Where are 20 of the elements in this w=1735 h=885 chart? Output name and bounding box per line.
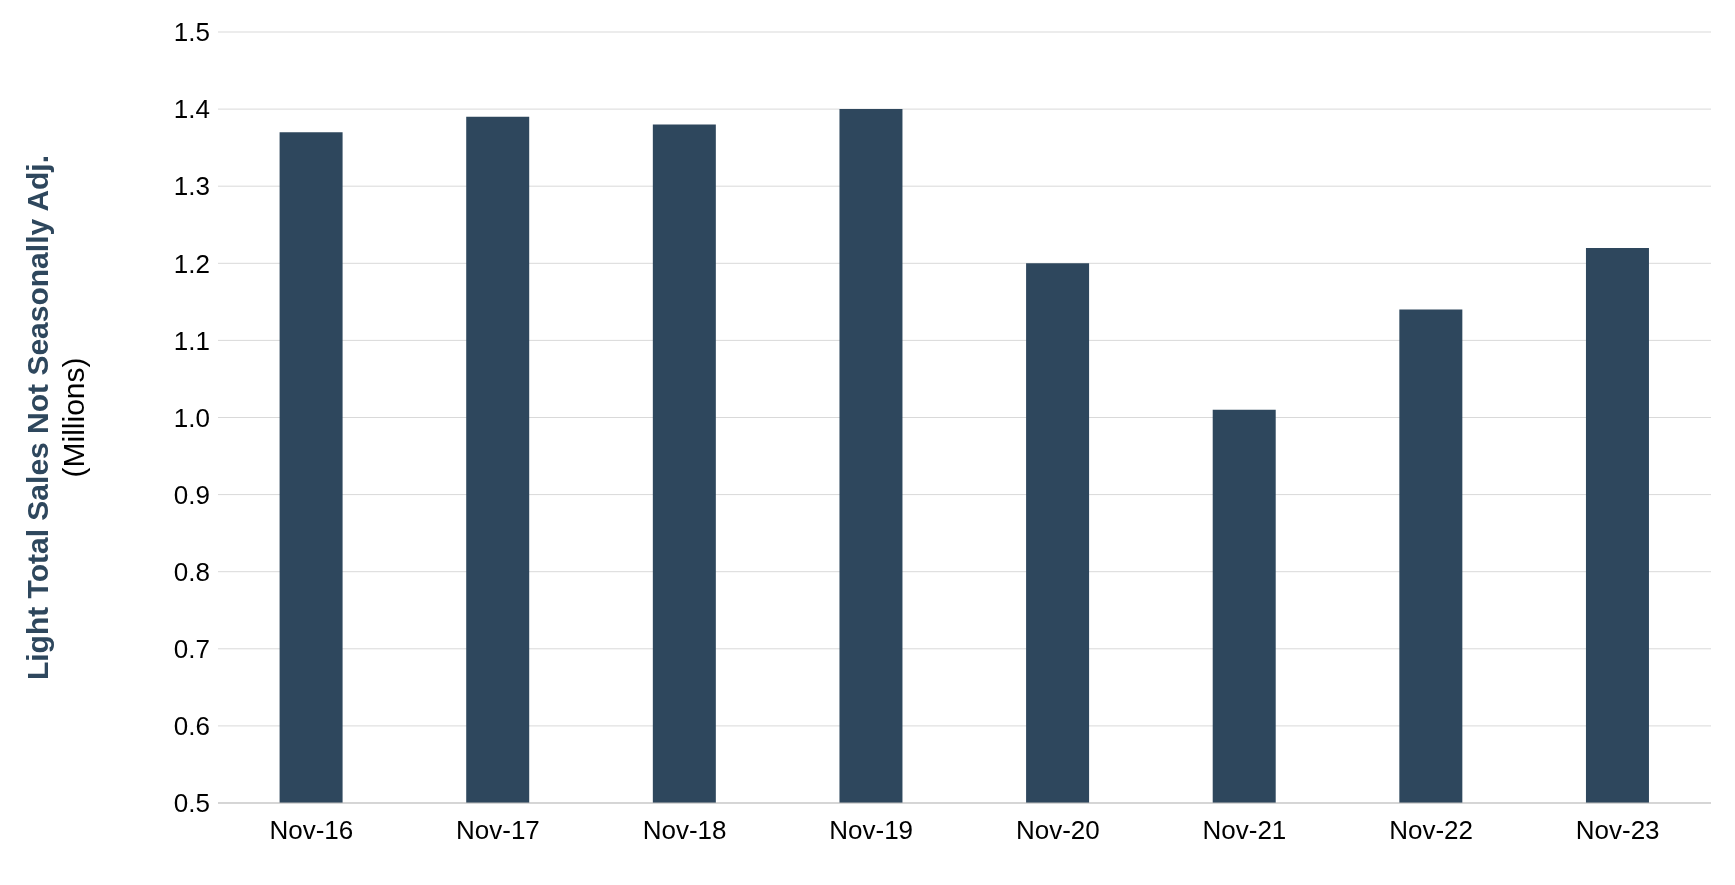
y-tick-label: 1.2	[173, 248, 210, 279]
y-tick-label: 0.9	[173, 479, 210, 510]
x-tick-label: Nov-23	[1575, 815, 1660, 846]
y-axis-title: Light Total Sales Not Seasonally Adj. (Millions)	[21, 154, 90, 681]
y-tick-label: 1.0	[173, 402, 210, 433]
x-tick-label: Nov-21	[1202, 815, 1287, 846]
x-tick-label: Nov-19	[829, 815, 914, 846]
y-tick-label: 0.6	[173, 711, 210, 742]
y-tick-label: 1.5	[173, 17, 210, 48]
x-tick-label: Nov-16	[269, 815, 354, 846]
x-tick-label: Nov-20	[1015, 815, 1100, 846]
x-tick-label: Nov-22	[1389, 815, 1473, 846]
x-tick-label: Nov-17	[456, 815, 540, 846]
y-tick-label: 0.8	[173, 556, 210, 587]
y-tick-label: 1.3	[173, 171, 210, 202]
y-tick-label: 0.7	[173, 634, 210, 665]
x-tick-label: Nov-18	[642, 815, 727, 846]
y-tick-label: 1.1	[173, 325, 210, 356]
y-tick-label: 0.5	[173, 788, 210, 819]
y-tick-label: 1.4	[173, 94, 210, 125]
